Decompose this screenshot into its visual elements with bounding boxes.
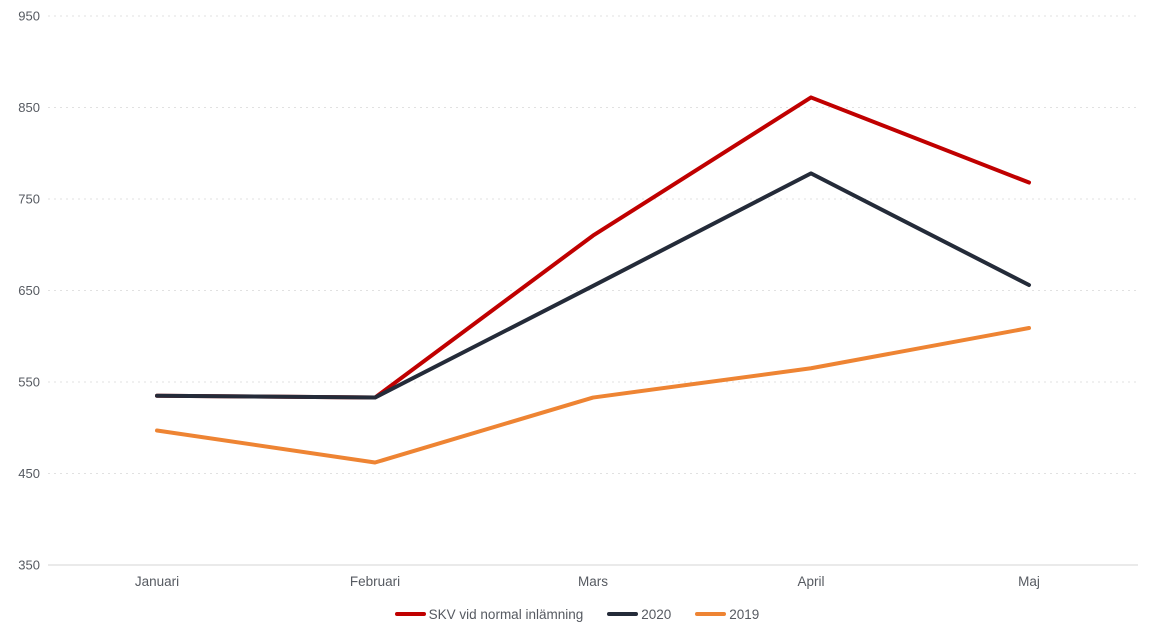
y-tick-label: 950 bbox=[18, 9, 40, 24]
legend-item-2020[interactable]: 2020 bbox=[607, 607, 671, 622]
y-tick-label: 550 bbox=[18, 375, 40, 390]
y-tick-label: 850 bbox=[18, 100, 40, 115]
y-tick-label: 650 bbox=[18, 283, 40, 298]
y-tick-label: 450 bbox=[18, 466, 40, 481]
x-tick-label: Maj bbox=[1018, 574, 1040, 589]
legend-swatch-skv bbox=[394, 612, 426, 616]
legend-label-2020: 2020 bbox=[641, 606, 672, 622]
legend-swatch-2020 bbox=[607, 612, 639, 616]
x-tick-label: Februari bbox=[350, 574, 400, 589]
y-tick-label: 350 bbox=[18, 558, 40, 573]
x-tick-label: April bbox=[797, 574, 824, 589]
series-line-2020 bbox=[155, 171, 1031, 400]
y-tick-label: 750 bbox=[18, 192, 40, 207]
legend-item-2019[interactable]: 2019 bbox=[695, 607, 759, 622]
x-tick-label: Mars bbox=[578, 574, 608, 589]
legend-item-skv[interactable]: SKV vid normal inlämning bbox=[394, 606, 584, 622]
legend-swatch-2019 bbox=[695, 612, 727, 616]
series-line-2019 bbox=[155, 326, 1031, 465]
x-tick-label: Januari bbox=[135, 574, 179, 589]
line-chart: 950 850 750 650 550 450 350 Januari Februari Mars… bbox=[18, 9, 1138, 589]
chart-legend: SKV vid normal inlämning 2020 2019 bbox=[0, 598, 1154, 630]
legend-label-skv: SKV vid normal inlämning bbox=[428, 606, 584, 622]
legend-label-2019: 2019 bbox=[729, 606, 760, 622]
